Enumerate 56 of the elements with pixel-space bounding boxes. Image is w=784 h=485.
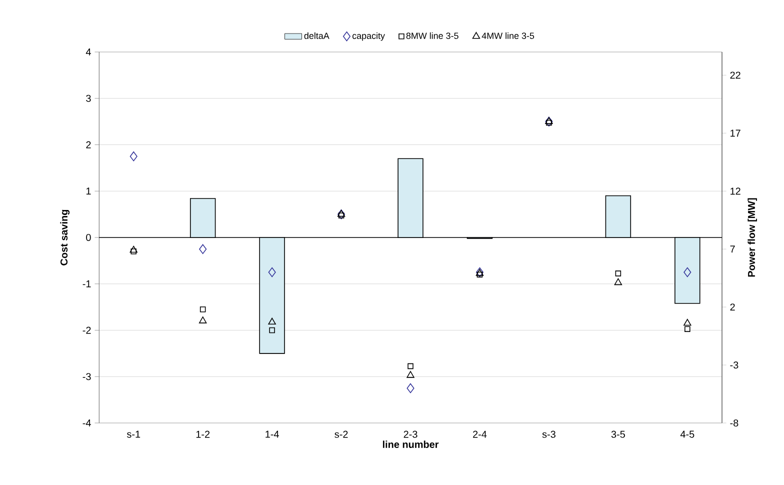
point [546, 120, 552, 126]
point [338, 209, 346, 220]
legend-label: capacity [352, 32, 385, 41]
point [268, 318, 276, 325]
legend-label: deltaA [304, 32, 330, 39]
point [684, 326, 690, 332]
y-tick-label: -2 [82, 326, 91, 334]
y-tick-label: 1 [86, 188, 91, 195]
x-tick-label: s-2 [334, 430, 348, 438]
y-tick-label: 3 [86, 94, 91, 102]
point [268, 267, 276, 278]
x-tick-label: s-3 [542, 430, 556, 438]
y-tick-label: 0 [86, 234, 91, 242]
y2-tick-label: -8 [730, 419, 738, 427]
point [406, 383, 414, 394]
y2-tick-label: -3 [730, 361, 738, 369]
point [545, 116, 553, 126]
point [200, 306, 206, 312]
point [684, 267, 692, 278]
y-tick-label: 4 [86, 48, 91, 56]
y-tick-label: -1 [82, 280, 91, 288]
y-tick-label: -4 [82, 420, 91, 426]
x-tick-label: 2-4 [473, 430, 487, 438]
y2-tick-label: 2 [730, 304, 735, 311]
y-tick-label: -3 [82, 373, 91, 380]
y2-axis-title: Power flow [MW] [748, 198, 757, 277]
x-tick-label: 2-3 [404, 430, 418, 438]
y-axis-title: Cost saving [60, 210, 70, 266]
y2-tick-label: 17 [730, 130, 740, 137]
point [614, 278, 622, 286]
y2-tick-label: 7 [730, 246, 735, 253]
point [408, 363, 414, 370]
x-tick-label: s-1 [126, 430, 140, 438]
legend-label: 8MW line 3-5 [406, 32, 458, 39]
point [130, 246, 138, 253]
point [615, 270, 622, 276]
point [406, 371, 414, 378]
legend-label: 4MW line 3-5 [482, 32, 534, 39]
x-tick-label: 1-2 [196, 430, 210, 438]
point [130, 151, 138, 162]
y2-tick-label: 22 [730, 72, 740, 79]
x-tick-label: 1-4 [266, 430, 279, 438]
point [198, 316, 207, 324]
point [130, 248, 137, 254]
point [337, 210, 346, 217]
point [269, 327, 275, 334]
point [338, 212, 344, 218]
point [476, 272, 483, 278]
y2-tick-label: 12 [730, 188, 740, 195]
x-tick-label: 4-5 [680, 430, 694, 438]
point [545, 117, 553, 124]
point [684, 318, 692, 326]
x-axis-title: line number [382, 440, 439, 448]
point [199, 244, 207, 254]
y-tick-label: 2 [86, 141, 91, 148]
x-tick-label: 3-5 [611, 430, 625, 438]
